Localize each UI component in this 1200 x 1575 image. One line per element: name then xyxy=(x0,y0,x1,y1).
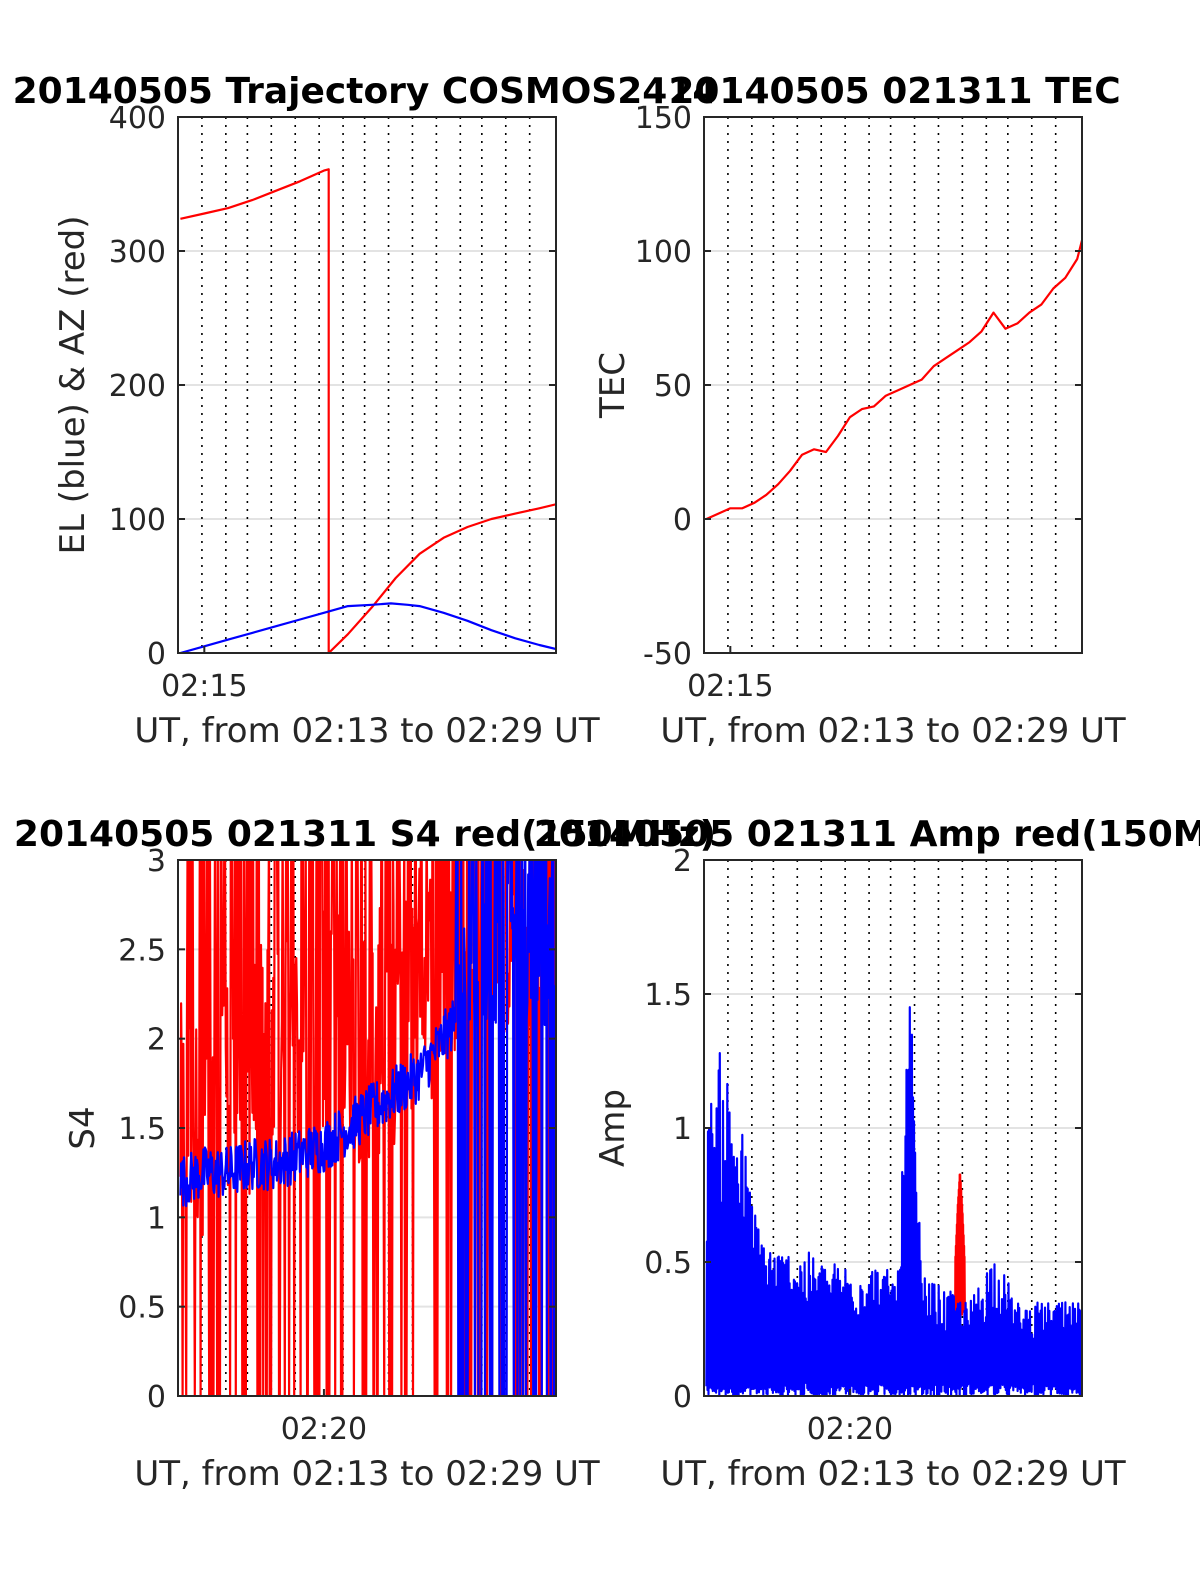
y-tick-label: 1.5 xyxy=(118,1112,166,1147)
chart-s4: 0 0.5 1 1.5 2 2.5 3 02:20 UT, from 02:13 to 02:2… xyxy=(14,814,716,1494)
y-tick-label: 3 xyxy=(147,844,166,879)
series-group xyxy=(705,240,1082,521)
y-tick-label: 200 xyxy=(109,369,166,404)
chart-amp: 0 0.5 1 1.5 2 02:20 UT, from 02:13 to 02:29 UT… xyxy=(534,814,1200,1494)
chart-title: 20140505 Trajectory COSMOS2414 xyxy=(13,71,718,112)
y-tick-label: 0 xyxy=(673,503,692,538)
series-line-s1 xyxy=(705,1006,1082,1396)
series-line-el xyxy=(180,602,556,653)
y-tick-label: 150 xyxy=(635,101,692,136)
y-tick-label: 0 xyxy=(147,637,166,672)
x-axis-label: UT, from 02:13 to 02:29 UT xyxy=(660,1454,1126,1494)
x-tick-label: 02:15 xyxy=(687,669,773,704)
y-tick-label: 2 xyxy=(673,844,692,879)
x-tick-label: 02:20 xyxy=(807,1412,893,1447)
y-tick-label: 1 xyxy=(147,1201,166,1236)
y-tick-label: -50 xyxy=(643,637,692,672)
y-tick-label: 100 xyxy=(109,503,166,538)
series-group xyxy=(180,168,556,653)
y-tick-label: 0.5 xyxy=(118,1291,166,1326)
y-tick-label: 2 xyxy=(147,1023,166,1058)
y-axis-label: TEC xyxy=(593,352,633,419)
y-axis-label: Amp xyxy=(593,1089,633,1167)
series-line-s0 xyxy=(705,240,1082,521)
x-tick-label: 02:20 xyxy=(281,1412,367,1447)
y-tick-label: 1.5 xyxy=(644,978,692,1013)
x-axis-label: UT, from 02:13 to 02:29 UT xyxy=(660,711,1126,751)
chart-trajectory: 0 100 200 300 400 02:15 UT, from 02:13 to 02:2… xyxy=(13,71,718,751)
y-tick-label: 0.5 xyxy=(644,1246,692,1281)
chart-title: 20140505 021311 TEC xyxy=(669,71,1120,112)
chart-title: 20140505 021311 S4 red(150MHz) xyxy=(14,814,716,855)
y-tick-label: 0 xyxy=(673,1380,692,1415)
series-line-s0 xyxy=(954,1173,966,1316)
series-group xyxy=(179,860,556,1396)
y-tick-label: 50 xyxy=(654,369,692,404)
x-axis-label: UT, from 02:13 to 02:29 UT xyxy=(134,711,600,751)
y-tick-label: 300 xyxy=(109,235,166,270)
y-axis-label: S4 xyxy=(63,1106,103,1149)
chart-tec: -50 0 50 100 150 02:15 UT, from 02:13 to 02:29… xyxy=(593,71,1126,751)
y-axis-label: EL (blue) & AZ (red) xyxy=(53,215,93,554)
x-axis-label: UT, from 02:13 to 02:29 UT xyxy=(134,1454,600,1494)
y-tick-label: 0 xyxy=(147,1380,166,1415)
y-tick-label: 2.5 xyxy=(118,933,166,968)
chart-title: 20140505 021311 Amp red(150MHz) xyxy=(534,814,1200,855)
y-tick-label: 1 xyxy=(673,1112,692,1147)
series-line-s1 xyxy=(179,860,556,1396)
y-tick-label: 400 xyxy=(109,101,166,136)
x-tick-label: 02:15 xyxy=(161,669,247,704)
series-group xyxy=(705,1006,1082,1396)
series-line-az xyxy=(180,168,556,653)
y-tick-label: 100 xyxy=(635,235,692,270)
